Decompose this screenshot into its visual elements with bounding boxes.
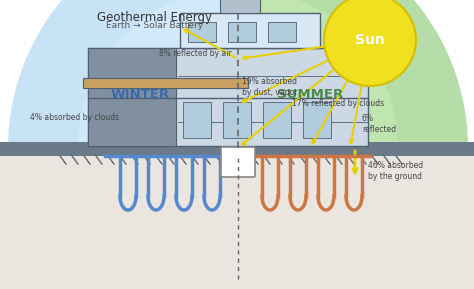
Text: 4% absorbed by clouds: 4% absorbed by clouds bbox=[30, 112, 119, 121]
FancyBboxPatch shape bbox=[221, 147, 255, 177]
Bar bbox=[0, 142, 474, 156]
Text: Sun: Sun bbox=[355, 33, 385, 47]
Bar bbox=[183, 102, 211, 138]
Text: 6%
reflected: 6% reflected bbox=[362, 114, 396, 134]
Text: WINTER: WINTER bbox=[110, 88, 170, 101]
Bar bbox=[180, 13, 320, 48]
Bar bbox=[88, 48, 176, 146]
Text: 17% reflected by clouds: 17% reflected by clouds bbox=[292, 99, 384, 108]
Wedge shape bbox=[238, 0, 468, 148]
Text: Geothermal Energy: Geothermal Energy bbox=[98, 11, 212, 24]
Bar bbox=[263, 102, 291, 138]
Text: 19% absorbed
by dust, vapor: 19% absorbed by dust, vapor bbox=[242, 77, 297, 97]
Bar bbox=[223, 102, 251, 138]
Text: 8% reflected by air: 8% reflected by air bbox=[159, 49, 232, 58]
Text: 46% absorbed
by the ground: 46% absorbed by the ground bbox=[368, 161, 423, 181]
Bar bbox=[220, 0, 260, 13]
Bar bbox=[0, 148, 474, 289]
Bar bbox=[303, 102, 331, 138]
Circle shape bbox=[324, 0, 416, 86]
Bar bbox=[228, 22, 256, 42]
Wedge shape bbox=[8, 0, 238, 148]
Wedge shape bbox=[78, 0, 238, 148]
Text: Earth → Solar Battery: Earth → Solar Battery bbox=[107, 21, 203, 30]
Text: SUMMER: SUMMER bbox=[277, 88, 343, 101]
Bar bbox=[188, 22, 216, 42]
Wedge shape bbox=[238, 0, 398, 148]
Bar bbox=[88, 48, 368, 146]
Bar bbox=[83, 78, 248, 88]
Bar bbox=[268, 22, 296, 42]
